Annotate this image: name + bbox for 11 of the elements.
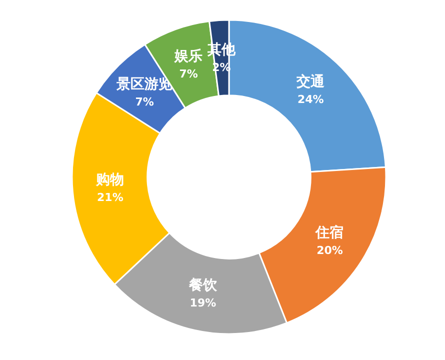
- slice-label: 餐饮: [188, 277, 218, 294]
- data-label: 24%: [298, 93, 324, 106]
- slice-label: 交通: [296, 73, 326, 90]
- slice-label: 购物: [95, 172, 124, 188]
- data-label: 20%: [316, 244, 343, 257]
- data-label: 21%: [97, 191, 124, 204]
- data-label: 7%: [135, 96, 154, 109]
- data-label: 7%: [179, 68, 198, 81]
- data-label: 19%: [190, 296, 216, 310]
- slice-label: 住宿: [314, 224, 344, 241]
- slice-label: 娱乐: [174, 48, 203, 65]
